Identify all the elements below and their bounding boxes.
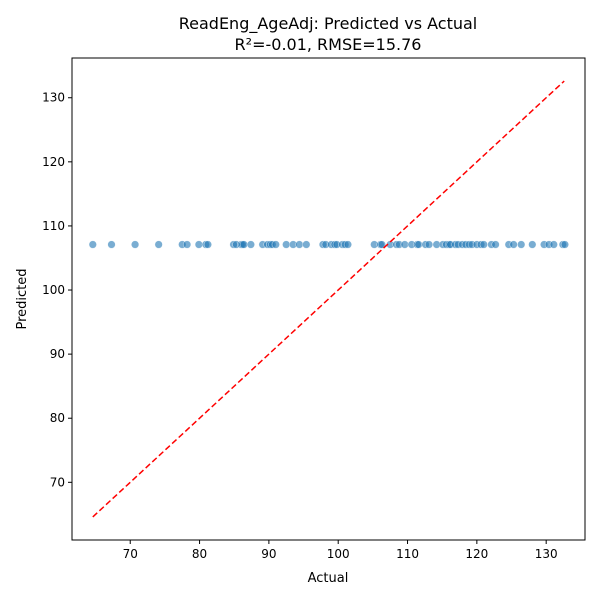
plot-frame bbox=[71, 57, 586, 541]
scatter-point bbox=[295, 240, 304, 249]
scatter-point bbox=[154, 240, 163, 249]
scatter-point bbox=[302, 240, 311, 249]
scatter-point bbox=[424, 240, 434, 249]
scatter-point bbox=[528, 240, 537, 249]
x-axis-label: Actual bbox=[308, 571, 349, 586]
y-tick-label: 100 bbox=[42, 283, 65, 297]
plot-area bbox=[88, 80, 569, 518]
y-axis: 70 80 90 100 110 120 130 bbox=[42, 91, 72, 489]
scatter-point bbox=[509, 240, 518, 249]
scatter-point bbox=[203, 240, 212, 249]
y-tick-label: 110 bbox=[42, 219, 65, 233]
x-tick-label: 120 bbox=[465, 547, 488, 561]
y-tick-label: 70 bbox=[50, 475, 65, 489]
scatter-point bbox=[343, 240, 352, 249]
scatter-point bbox=[271, 240, 280, 249]
scatter-point bbox=[194, 240, 203, 249]
scatter-point bbox=[131, 240, 140, 249]
x-tick-label: 110 bbox=[396, 547, 419, 561]
chart-subtitle: R²=-0.01, RMSE=15.76 bbox=[235, 35, 422, 54]
scatter-point bbox=[414, 240, 423, 249]
scatter-point bbox=[560, 240, 569, 249]
y-axis-label: Predicted bbox=[15, 268, 30, 329]
scatter-point bbox=[377, 240, 386, 249]
y-tick-label: 120 bbox=[42, 155, 65, 169]
y-tick-label: 90 bbox=[50, 347, 65, 361]
chart-title: ReadEng_AgeAdj: Predicted vs Actual bbox=[179, 14, 478, 34]
x-tick-label: 80 bbox=[192, 547, 207, 561]
scatter-point bbox=[479, 240, 488, 249]
x-tick-label: 70 bbox=[123, 547, 138, 561]
x-axis: 70 80 90 100 110 120 130 bbox=[123, 540, 558, 561]
x-tick-label: 90 bbox=[261, 547, 276, 561]
x-tick-label: 130 bbox=[535, 547, 558, 561]
scatter-point bbox=[517, 240, 526, 249]
reference-line bbox=[92, 80, 565, 518]
y-tick-label: 130 bbox=[42, 91, 65, 105]
scatter-point bbox=[107, 240, 116, 249]
scatter-point bbox=[239, 240, 248, 249]
scatter-point bbox=[549, 240, 558, 249]
scatter-point bbox=[400, 240, 409, 249]
y-tick-label: 80 bbox=[50, 411, 65, 425]
scatter-point bbox=[183, 240, 192, 249]
scatter-point bbox=[282, 240, 291, 249]
scatter-point bbox=[491, 240, 500, 249]
scatter-point bbox=[88, 240, 97, 249]
scatter-point bbox=[246, 240, 255, 249]
x-tick-label: 100 bbox=[327, 547, 350, 561]
